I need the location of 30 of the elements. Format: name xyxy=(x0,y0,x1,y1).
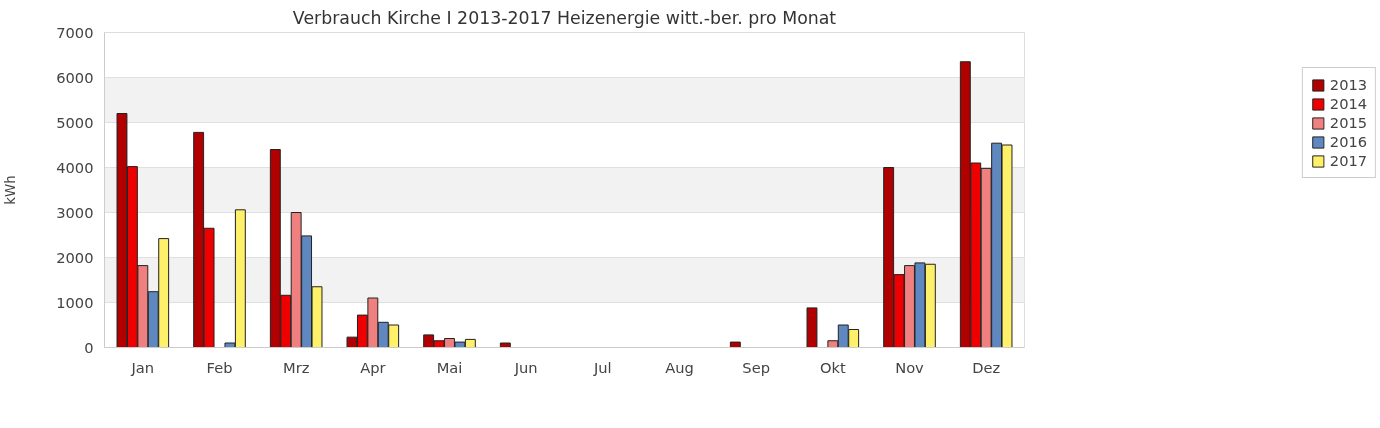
x-tick-label: Dez xyxy=(972,358,1001,376)
y-tick-label: 2000 xyxy=(56,248,94,266)
y-tick-label: 0 xyxy=(84,338,94,356)
bar xyxy=(729,341,741,348)
x-tick-label: Okt xyxy=(819,358,846,376)
legend-label: 2013 xyxy=(1329,76,1368,93)
x-tick-label: Jun xyxy=(513,358,538,376)
x-tick-label: Aug xyxy=(665,358,694,376)
bar xyxy=(806,307,818,348)
legend-label: 2017 xyxy=(1329,152,1368,169)
y-tick-label: 4000 xyxy=(56,158,94,176)
x-tick-label: Nov xyxy=(895,358,925,376)
y-axis-title: kWh xyxy=(3,175,19,205)
y-tick-label: 3000 xyxy=(56,203,94,221)
y-tick-label: 7000 xyxy=(56,23,94,41)
x-tick-label: Sep xyxy=(742,358,770,376)
legend-label: 2015 xyxy=(1329,114,1368,131)
x-tick-label: Jan xyxy=(130,358,155,376)
x-tick-label: Jul xyxy=(592,358,612,376)
legend-label: 2016 xyxy=(1329,133,1368,150)
y-tick-label: 6000 xyxy=(56,68,94,86)
legend-label: 2014 xyxy=(1329,95,1368,112)
x-tick-label: Apr xyxy=(360,358,387,376)
bar xyxy=(499,342,511,348)
x-tick-label: Mai xyxy=(436,358,463,376)
y-tick-label: 5000 xyxy=(56,113,94,131)
chart-title: Verbrauch Kirche I 2013-2017 Heizenergie witt.-ber. pro Monat xyxy=(292,7,837,28)
y-tick-label: 1000 xyxy=(56,293,94,311)
x-tick-label: Feb xyxy=(206,358,233,376)
x-tick-label: Mrz xyxy=(282,358,310,376)
